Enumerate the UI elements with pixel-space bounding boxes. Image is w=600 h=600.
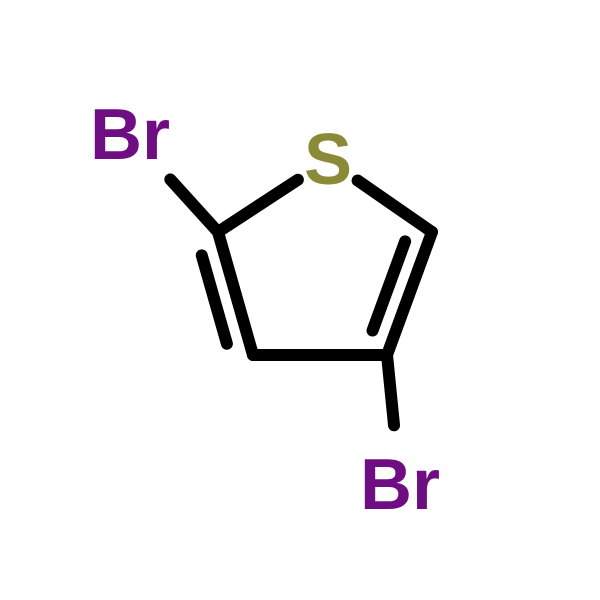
atom-br1: Br: [90, 99, 170, 171]
atom-br2: Br: [360, 449, 440, 521]
bond-layer: [0, 0, 600, 600]
atom-s: S: [304, 124, 352, 196]
molecule-canvas: S Br Br: [0, 0, 600, 600]
